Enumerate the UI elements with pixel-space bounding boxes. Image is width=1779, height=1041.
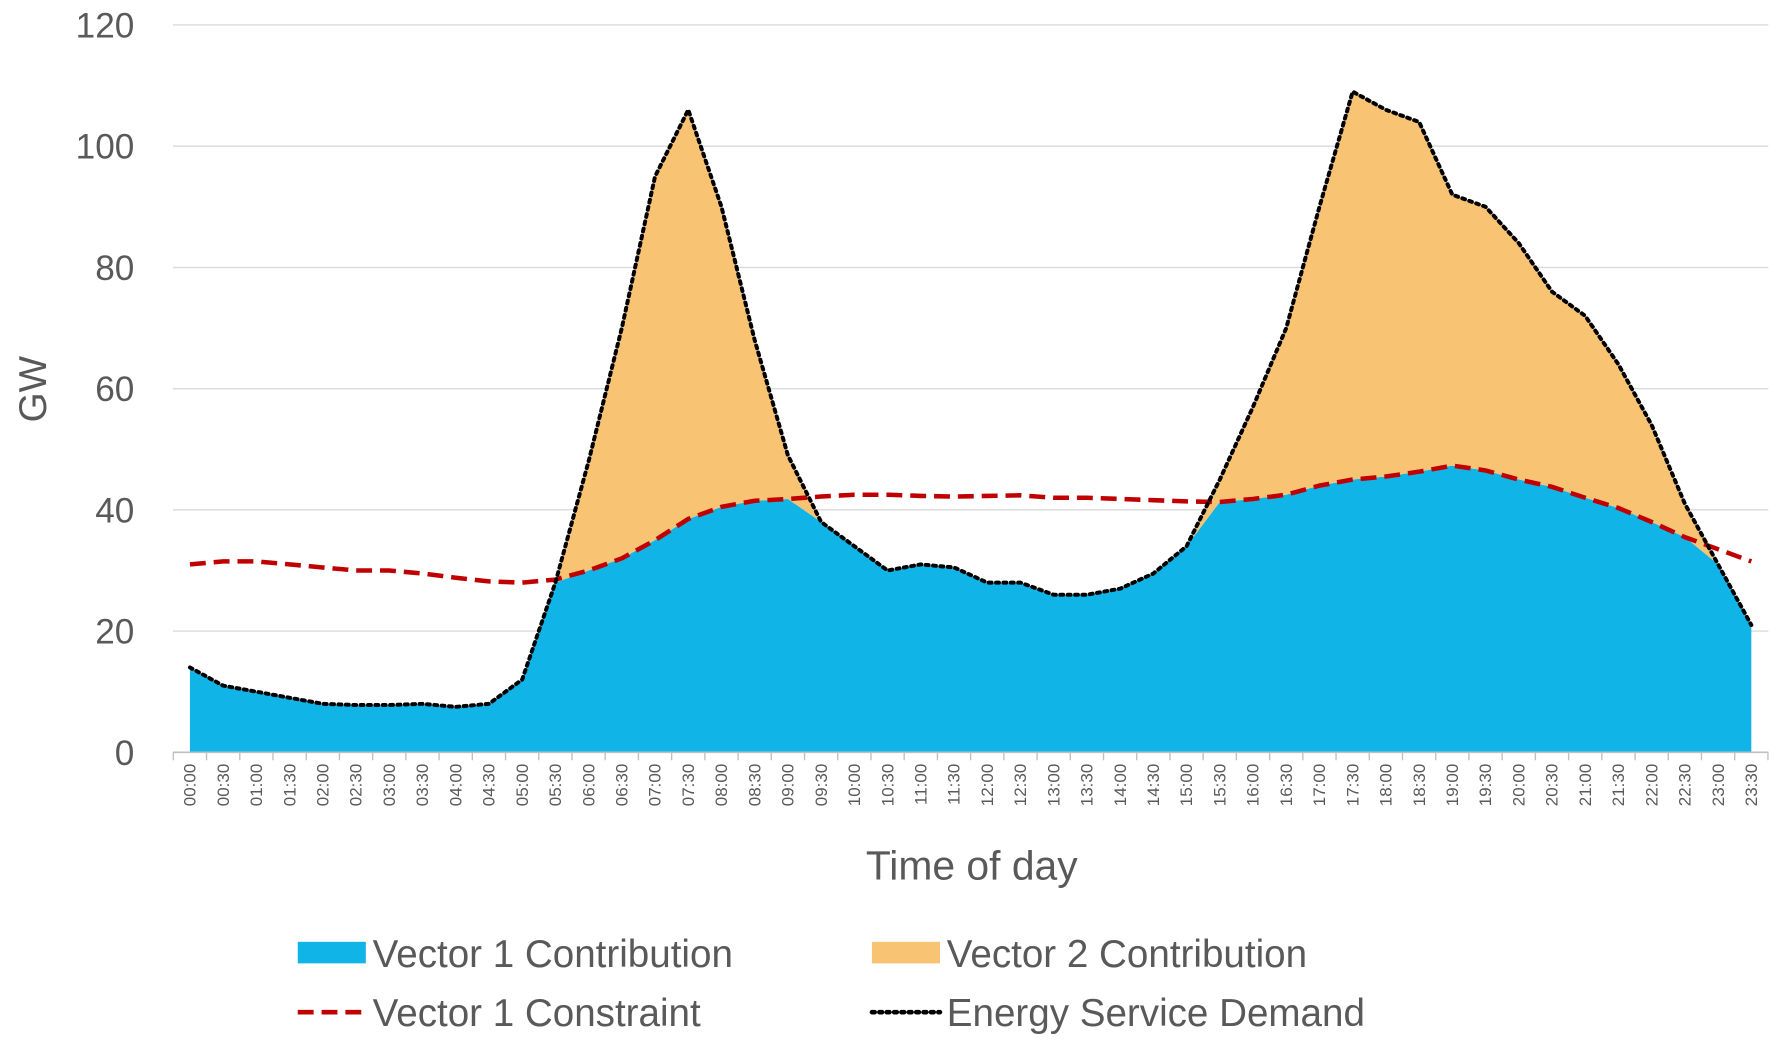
x-tick-label: 21:00 [1576, 764, 1595, 807]
legend-label: Vector 1 Contribution [373, 933, 733, 976]
x-tick-label: 17:30 [1343, 764, 1362, 807]
legend-label: Vector 2 Contribution [947, 933, 1307, 976]
x-tick-label: 16:30 [1277, 764, 1296, 807]
x-tick-label: 08:30 [745, 764, 764, 807]
x-tick-label: 23:00 [1709, 764, 1728, 807]
y-axis-title: GW [12, 355, 55, 422]
area [189, 91, 1752, 707]
x-tick-label: 15:00 [1177, 764, 1196, 807]
x-tick-label: 09:30 [812, 764, 831, 807]
y-tick-label: 80 [95, 249, 134, 288]
x-tick-label: 08:00 [712, 764, 731, 807]
x-tick-label: 03:30 [413, 764, 432, 807]
x-tick-label: 07:00 [646, 764, 665, 807]
x-tick-label: 19:30 [1476, 764, 1495, 807]
line [187, 88, 1754, 709]
x-tick-label: 02:30 [347, 764, 366, 807]
x-tick-label: 20:30 [1543, 764, 1562, 807]
x-tick-label: 07:30 [679, 764, 698, 807]
x-tick-label: 13:00 [1044, 764, 1063, 807]
x-tick-label: 21:30 [1609, 764, 1628, 807]
x-tick-label: 06:00 [579, 764, 598, 807]
y-tick-label: 60 [95, 370, 134, 409]
x-tick-label: 05:00 [513, 764, 532, 807]
y-tick-label: 100 [76, 128, 135, 167]
x-tick-label: 13:30 [1078, 764, 1097, 807]
line [189, 463, 1753, 585]
x-tick-label: 15:30 [1210, 764, 1229, 807]
area [189, 465, 1752, 753]
x-tick-label: 20:00 [1509, 764, 1528, 807]
legend-swatch [297, 941, 366, 964]
x-tick-label: 01:30 [280, 764, 299, 807]
x-tick-label: 18:30 [1410, 764, 1429, 807]
x-axis-title: Time of day [866, 842, 1078, 888]
x-tick-label: 23:30 [1742, 764, 1761, 807]
y-tick-label: 0 [115, 734, 135, 773]
x-tick-label: 12:00 [978, 764, 997, 807]
x-tick-label: 22:00 [1642, 764, 1661, 807]
y-tick-label: 20 [95, 613, 134, 652]
x-tick-label: 19:00 [1443, 764, 1462, 807]
x-tick-label: 00:00 [181, 764, 200, 807]
x-tick-label: 11:30 [945, 764, 964, 805]
x-tick-label: 14:00 [1111, 764, 1130, 807]
y-tick-label: 40 [95, 491, 134, 530]
x-tick-label: 10:30 [878, 764, 897, 807]
x-tick-label: 17:00 [1310, 764, 1329, 807]
legend-swatch [871, 941, 940, 964]
legend-label: Vector 1 Constraint [373, 992, 701, 1035]
x-tick-label: 03:00 [380, 764, 399, 807]
x-tick-label: 11:00 [911, 764, 930, 805]
x-tick-label: 10:00 [845, 764, 864, 807]
y-tick-label: 120 [76, 6, 135, 45]
x-tick-label: 18:00 [1377, 764, 1396, 807]
x-tick-label: 14:30 [1144, 764, 1163, 807]
areas [189, 91, 1752, 753]
x-tick-label: 00:30 [214, 764, 233, 807]
legend-label: Energy Service Demand [947, 992, 1365, 1035]
x-tick-label: 01:00 [247, 764, 266, 807]
x-tick-label: 22:30 [1676, 764, 1695, 807]
x-tick-label: 16:00 [1244, 764, 1263, 807]
x-tick-label: 12:30 [1011, 764, 1030, 807]
x-tick-label: 05:30 [546, 764, 565, 807]
x-tick-label: 04:30 [480, 764, 499, 807]
x-tick-label: 04:00 [446, 764, 465, 807]
x-tick-label: 06:30 [612, 764, 631, 807]
x-tick-label: 09:00 [779, 764, 798, 807]
x-tick-label: 02:00 [314, 764, 333, 807]
